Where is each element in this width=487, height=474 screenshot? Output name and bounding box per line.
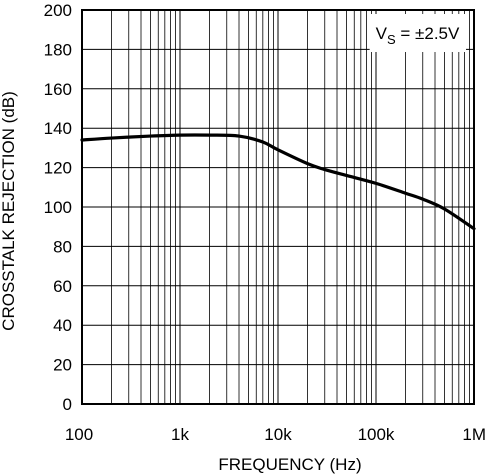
y-tick-label: 20 — [53, 356, 72, 375]
y-tick-label: 160 — [44, 80, 72, 99]
x-tick-label: 1k — [171, 425, 189, 444]
y-tick-label: 140 — [44, 119, 72, 138]
y-tick-label: 100 — [44, 198, 72, 217]
y-tick-label: 0 — [63, 395, 72, 414]
series-layer — [80, 133, 476, 231]
x-axis-label: FREQUENCY (Hz) — [218, 455, 361, 474]
x-tick-label: 100k — [358, 425, 395, 444]
annotation-text: VS = ±2.5V — [376, 24, 460, 47]
x-tick-label: 10k — [264, 425, 292, 444]
y-tick-label: 200 — [44, 1, 72, 20]
y-tick-label: 180 — [44, 40, 72, 59]
annotation-value: = ±2.5V — [396, 24, 460, 43]
y-tick-label: 120 — [44, 159, 72, 178]
plot-frame — [81, 9, 475, 405]
series-line — [80, 133, 476, 231]
x-tick-labels: 100 1k 10k 100k 1M — [65, 425, 486, 444]
annotation-v: V — [376, 24, 388, 43]
x-tick-label: 100 — [65, 425, 93, 444]
annotation-box: VS = ±2.5V — [369, 14, 466, 52]
y-tick-labels: 0 20 40 60 80 100 120 140 160 180 200 — [44, 1, 72, 414]
annotation-subscript: S — [387, 32, 396, 47]
grid — [81, 9, 474, 405]
y-tick-label: 60 — [53, 277, 72, 296]
y-axis-label: CROSSTALK REJECTION (dB) — [0, 91, 18, 331]
y-tick-label: 80 — [53, 237, 72, 256]
y-tick-label: 40 — [53, 316, 72, 335]
x-tick-label: 1M — [462, 425, 486, 444]
